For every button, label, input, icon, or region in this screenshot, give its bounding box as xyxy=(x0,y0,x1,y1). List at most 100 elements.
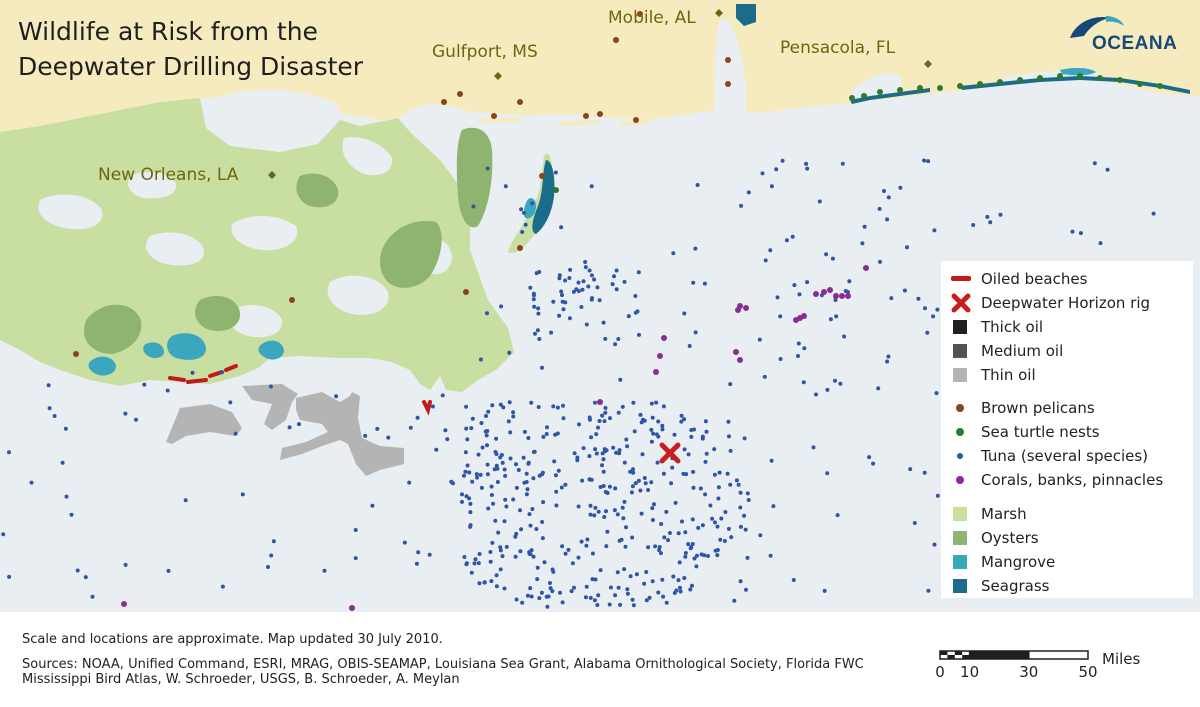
tuna-point xyxy=(650,579,655,584)
tuna-point xyxy=(479,485,484,490)
scale-tick-30: 30 xyxy=(1019,663,1038,681)
tuna-point xyxy=(703,419,708,424)
tuna-point xyxy=(657,548,662,553)
tuna-point xyxy=(605,529,610,534)
legend-item-thick-oil: Thick oil xyxy=(941,315,1193,339)
map-disclaimer: Scale and locations are approximate. Map… xyxy=(22,632,443,647)
tuna-point xyxy=(621,516,626,521)
tuna-point xyxy=(560,544,565,549)
tuna-point xyxy=(615,512,620,517)
tuna-point xyxy=(592,598,597,603)
tuna-point xyxy=(688,587,693,592)
tuna-point xyxy=(587,268,592,273)
tuna-point xyxy=(416,550,421,555)
mangrove-area xyxy=(258,340,284,360)
tuna-point xyxy=(584,543,589,548)
tuna-point xyxy=(805,280,810,285)
tuna-point xyxy=(728,448,733,453)
tuna-point xyxy=(825,387,830,392)
legend-swatch-oiled-beaches xyxy=(951,276,971,281)
tuna-point xyxy=(661,471,666,476)
tuna-point xyxy=(561,403,565,408)
tuna-point xyxy=(660,423,665,428)
coral-point xyxy=(801,313,807,319)
tuna-point xyxy=(233,431,238,436)
tuna-point xyxy=(46,383,51,388)
tuna-point xyxy=(784,238,789,243)
tuna-point xyxy=(615,570,620,575)
pelican-point xyxy=(725,81,731,87)
tuna-point xyxy=(633,294,638,298)
vermilion-bay xyxy=(145,232,205,266)
scale-tick-0: 0 xyxy=(936,663,945,681)
tuna-point xyxy=(704,451,709,456)
tuna-point xyxy=(693,330,698,335)
turtle-nest-point xyxy=(997,79,1003,85)
tuna-point xyxy=(630,535,635,540)
turtle-nest-point xyxy=(1017,77,1023,83)
tuna-point xyxy=(871,461,876,466)
tuna-point xyxy=(588,503,593,508)
tuna-point xyxy=(511,497,516,502)
tuna-point xyxy=(558,590,562,595)
tuna-point xyxy=(465,437,470,442)
tuna-point xyxy=(628,574,633,579)
turtle-nest-point xyxy=(1157,83,1163,89)
tuna-point xyxy=(123,562,128,567)
coral-point xyxy=(833,293,839,299)
tuna-point xyxy=(183,498,188,503)
tuna-point xyxy=(611,445,616,450)
tuna-point xyxy=(693,246,698,251)
pelican-point xyxy=(73,351,79,357)
tuna-point xyxy=(934,391,939,396)
tuna-point xyxy=(586,284,591,289)
tuna-point xyxy=(464,404,469,409)
tuna-point xyxy=(477,581,482,586)
tuna-point xyxy=(822,588,827,593)
tuna-point xyxy=(577,422,581,427)
legend-item-medium-oil: Medium oil xyxy=(941,339,1193,363)
tuna-point xyxy=(758,533,763,538)
tuna-point xyxy=(166,568,171,573)
tuna-point xyxy=(1078,231,1083,236)
tuna-point xyxy=(581,446,586,451)
tuna-point xyxy=(559,225,564,230)
turtle-nest-point xyxy=(849,95,855,101)
tuna-point xyxy=(681,471,686,476)
tuna-point xyxy=(408,425,413,430)
tuna-point xyxy=(687,344,692,348)
tuna-point xyxy=(738,505,743,510)
tuna-point xyxy=(123,411,128,416)
tuna-point xyxy=(603,336,608,341)
tuna-point xyxy=(440,393,445,398)
pelican-point xyxy=(463,289,469,295)
tuna-point xyxy=(514,531,519,536)
tuna-point xyxy=(922,470,927,475)
tuna-point xyxy=(588,417,592,422)
tuna-point xyxy=(531,476,536,481)
tuna-point xyxy=(683,551,688,555)
tuna-point xyxy=(732,598,737,603)
tuna-point xyxy=(690,517,695,522)
tuna-point xyxy=(817,199,822,204)
oyster-area xyxy=(84,304,142,354)
tuna-point xyxy=(771,504,776,509)
legend-label-oysters: Oysters xyxy=(981,529,1039,547)
tuna-point xyxy=(935,493,940,498)
seagrass-area xyxy=(736,4,756,26)
coral-point xyxy=(845,293,851,299)
tuna-point xyxy=(415,415,420,420)
tuna-point xyxy=(625,587,630,592)
tuna-point xyxy=(669,481,674,486)
tuna-point xyxy=(514,462,518,467)
tuna-point xyxy=(713,520,717,525)
oyster-area xyxy=(195,296,241,332)
legend-item-mangrove: Mangrove xyxy=(941,550,1193,574)
tuna-point xyxy=(545,425,549,430)
tuna-point xyxy=(726,526,731,531)
tuna-point xyxy=(496,530,501,535)
tuna-point xyxy=(537,270,542,274)
tuna-point xyxy=(805,166,810,171)
tuna-point xyxy=(882,189,886,193)
tuna-point xyxy=(774,167,779,172)
